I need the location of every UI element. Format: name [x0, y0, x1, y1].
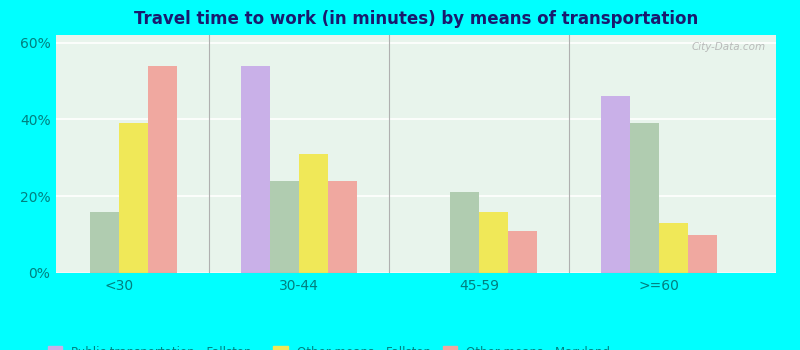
Bar — [270, 181, 299, 273]
Bar — [242, 66, 270, 273]
Bar — [479, 212, 508, 273]
Text: City-Data.com: City-Data.com — [691, 42, 766, 52]
Bar — [90, 212, 119, 273]
Bar — [602, 96, 630, 273]
Bar — [688, 234, 717, 273]
Bar — [450, 193, 479, 273]
Bar — [508, 231, 537, 273]
Bar — [299, 154, 328, 273]
Bar — [119, 123, 148, 273]
Bar — [328, 181, 357, 273]
Bar — [148, 66, 177, 273]
Title: Travel time to work (in minutes) by means of transportation: Travel time to work (in minutes) by mean… — [134, 10, 698, 28]
Bar — [659, 223, 688, 273]
Legend: Public transportation - Fallston, Public transportation - Maryland, Other means : Public transportation - Fallston, Public… — [47, 345, 610, 350]
Bar — [630, 123, 659, 273]
